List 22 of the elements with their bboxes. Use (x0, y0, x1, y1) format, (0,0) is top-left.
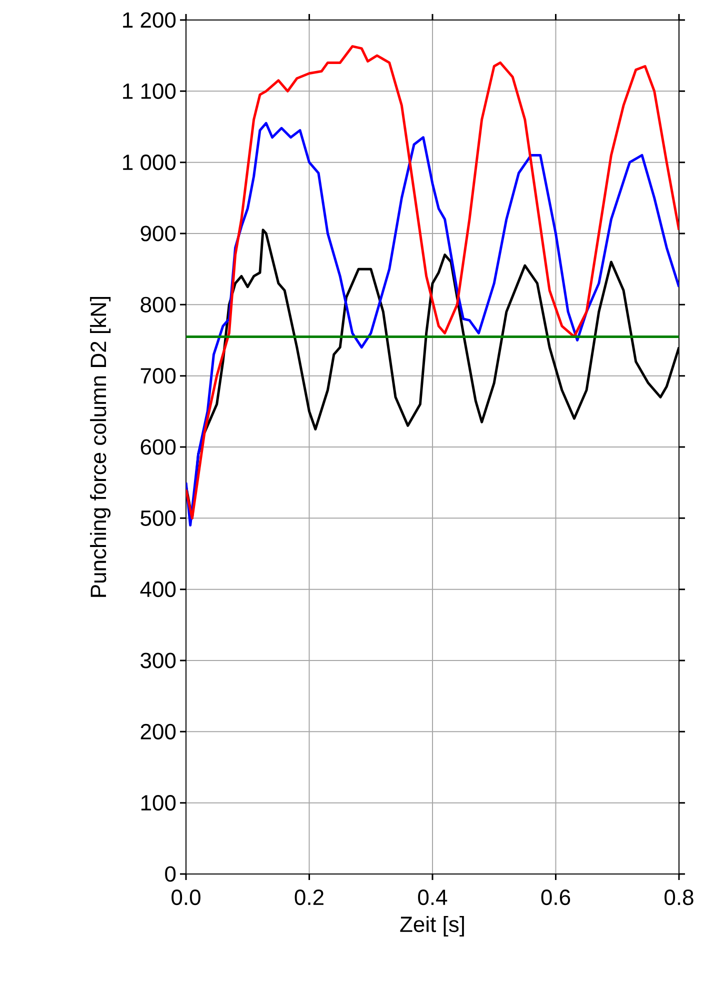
y-tick-label: 500 (140, 510, 176, 526)
line-series (186, 45, 679, 520)
y-tick-label: 200 (140, 724, 176, 740)
y-tick-label: 400 (140, 582, 176, 598)
y-tick-label: 1 200 (123, 12, 176, 28)
y-tick-label: 600 (140, 439, 176, 455)
line-series (186, 122, 679, 527)
x-tick-label: 0.8 (664, 890, 694, 906)
y-tick-label: 300 (140, 652, 176, 668)
y-tick-label: 1 000 (123, 154, 176, 170)
y-tick-label: 800 (140, 296, 176, 312)
y-tick-label: 100 (141, 795, 176, 811)
x-tick-label: 0.2 (294, 890, 324, 906)
x-tick-label: 0.0 (172, 890, 200, 906)
x-tick-label: 0.6 (541, 890, 570, 906)
y-tick-label: 900 (140, 226, 176, 242)
y-tick-label: 0 (165, 866, 176, 882)
y-axis-title: Punching force column D2 [kN] (90, 296, 111, 597)
x-tick-label: 0.4 (418, 890, 448, 906)
x-axis-title: Zeit [s] (400, 916, 464, 936)
y-tick-label: 700 (140, 368, 176, 384)
y-tick-label: 1 100 (123, 83, 176, 99)
